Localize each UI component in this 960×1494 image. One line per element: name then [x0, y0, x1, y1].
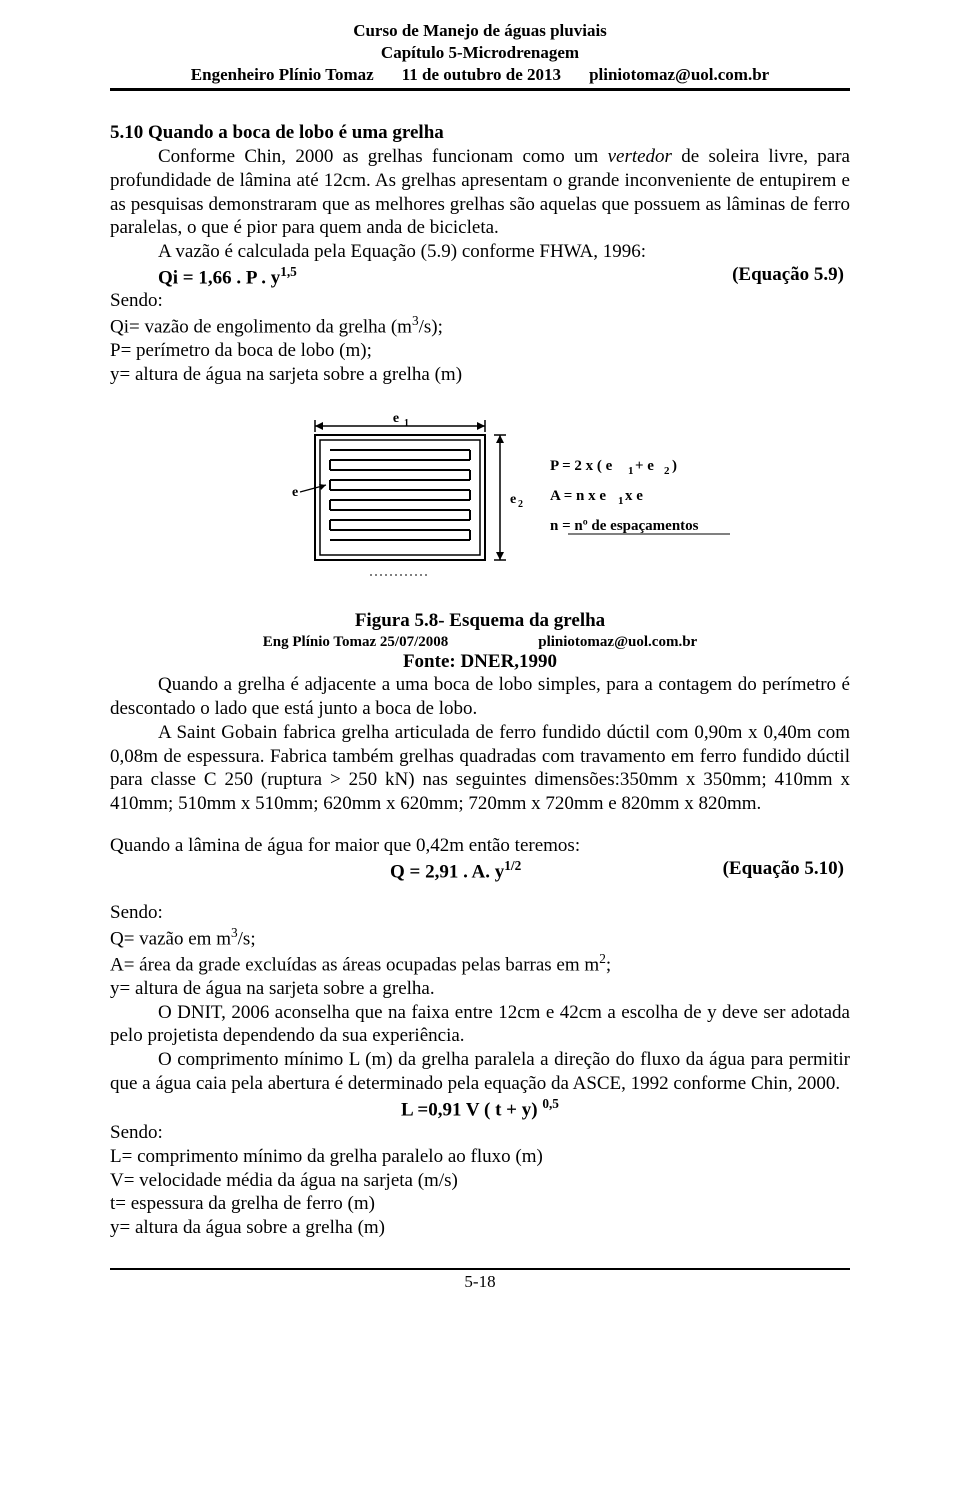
def-a: A= área da grade excluídas as áreas ocup… — [110, 951, 850, 977]
p1-part-a: Conforme Chin, 2000 as grelhas funcionam… — [158, 146, 608, 167]
def-y2: y= altura de água na sarjeta sobre a gre… — [110, 977, 850, 1001]
d5a: A= área da grade excluídas as áreas ocup… — [110, 954, 599, 975]
svg-text:2: 2 — [518, 499, 523, 510]
header-rule-bottom — [110, 90, 850, 91]
paragraph-4: A Saint Gobain fabrica grelha articulada… — [110, 721, 850, 816]
def-y: y= altura de água na sarjeta sobre a gre… — [110, 363, 850, 387]
d4a: Q= vazão em m — [110, 928, 231, 949]
svg-text:+ e: + e — [635, 458, 654, 474]
svg-text:e: e — [393, 411, 399, 426]
eq1-fill — [297, 264, 732, 289]
equation-5-9: Qi = 1,66 . P . y1,5 (Equação 5.9) — [110, 264, 850, 289]
figure-5-8: e 1 e 2 e P = 2 x ( e 1 + e 2 ) A = n x … — [110, 410, 850, 600]
paragraph-intro: Conforme Chin, 2000 as grelhas funcionam… — [110, 145, 850, 240]
eq1-sup: 1,5 — [280, 264, 297, 279]
section-title: 5.10 Quando a boca de lobo é uma grelha — [110, 121, 850, 145]
eq3-sup: 0,5 — [542, 1096, 559, 1111]
d4sup: 3 — [231, 925, 238, 940]
page-number: 5-18 — [110, 1272, 850, 1292]
paragraph-eq-intro: A vazão é calculada pela Equação (5.9) c… — [110, 240, 850, 264]
sendo-3: Sendo: — [110, 1121, 850, 1145]
d1b: /s); — [419, 316, 443, 337]
d5sup: 2 — [599, 951, 606, 966]
d1sup: 3 — [412, 313, 419, 328]
paragraph-7: O comprimento mínimo L (m) da grelha par… — [110, 1048, 850, 1096]
svg-text:e: e — [292, 485, 298, 500]
svg-text:): ) — [672, 458, 677, 474]
header-date: 11 de outubro de 2013 — [402, 64, 561, 86]
def-p: P= perímetro da boca de lobo (m); — [110, 339, 850, 363]
def-l: L= comprimento mínimo da grelha paralelo… — [110, 1145, 850, 1169]
fig-sub-left: Eng Plínio Tomaz 25/07/2008 — [263, 634, 448, 651]
eq2-left-pad — [110, 858, 390, 883]
sendo-1: Sendo: — [110, 289, 850, 313]
svg-text:A = n x e: A = n x e — [550, 488, 606, 504]
paragraph-3: Quando a grelha é adjacente a uma boca d… — [110, 673, 850, 721]
eq2-ref: (Equação 5.10) — [723, 858, 850, 883]
footer-rule — [110, 1268, 850, 1270]
figure-subcaption: Eng Plínio Tomaz 25/07/2008 pliniotomaz@… — [110, 634, 850, 651]
eq1-lhs: Qi = 1,66 . P . y1,5 — [110, 264, 297, 289]
svg-text:n = nº de espaçamentos: n = nº de espaçamentos — [550, 518, 699, 534]
figure-caption: Figura 5.8- Esquema da grelha — [110, 610, 850, 632]
svg-text:1: 1 — [404, 418, 409, 429]
d5b: ; — [606, 954, 611, 975]
paragraph-5: Quando a lâmina de água for maior que 0,… — [110, 834, 850, 858]
def-q: Q= vazão em m3/s; — [110, 925, 850, 951]
spacer-2 — [110, 883, 850, 901]
def-v: V= velocidade média da água na sarjeta (… — [110, 1169, 850, 1193]
svg-text:2: 2 — [664, 465, 670, 477]
eq2-sup: 1/2 — [504, 858, 521, 873]
p1-italic: vertedor — [608, 146, 672, 167]
svg-text:1: 1 — [628, 465, 634, 477]
d4b: /s; — [238, 928, 256, 949]
header-line-1: Curso de Manejo de águas pluviais — [110, 20, 850, 42]
eq1-ref: (Equação 5.9) — [732, 264, 850, 289]
svg-text:x e: x e — [625, 488, 643, 504]
svg-text:P = 2 x ( e: P = 2 x ( e — [550, 458, 613, 474]
header-line-3: Engenheiro Plínio Tomaz 11 de outubro de… — [110, 64, 850, 86]
equation-L: L =0,91 V ( t + y) 0,5 — [110, 1096, 850, 1121]
d1a: Qi= vazão de engolimento da grelha (m — [110, 316, 412, 337]
fig-sub-right: pliniotomaz@uol.com.br — [538, 634, 697, 651]
def-y3: y= altura da água sobre a grelha (m) — [110, 1216, 850, 1240]
figure-svg: e 1 e 2 e P = 2 x ( e 1 + e 2 ) A = n x … — [220, 410, 740, 600]
svg-text:e: e — [510, 492, 516, 507]
eq3-text: L =0,91 V ( t + y) — [401, 1099, 542, 1120]
header-line-2: Capítulo 5-Microdrenagem — [110, 42, 850, 64]
page: Curso de Manejo de águas pluviais Capítu… — [0, 0, 960, 1494]
header-author: Engenheiro Plínio Tomaz — [191, 64, 374, 86]
equation-5-10: Q = 2,91 . A. y1/2 (Equação 5.10) — [110, 858, 850, 883]
eq2-text: Q = 2,91 . A. y — [390, 861, 504, 882]
header-email: pliniotomaz@uol.com.br — [589, 64, 769, 86]
doc-header: Curso de Manejo de águas pluviais Capítu… — [110, 20, 850, 86]
eq1-text: Qi = 1,66 . P . y — [158, 267, 280, 288]
eq2-fill — [521, 858, 722, 883]
figure-source: Fonte: DNER,1990 — [110, 651, 850, 673]
def-t: t= espessura da grelha de ferro (m) — [110, 1192, 850, 1216]
svg-text:1: 1 — [618, 495, 624, 507]
paragraph-6: O DNIT, 2006 aconselha que na faixa entr… — [110, 1001, 850, 1049]
spacer — [110, 816, 850, 834]
def-qi: Qi= vazão de engolimento da grelha (m3/s… — [110, 313, 850, 339]
eq2-lhs: Q = 2,91 . A. y1/2 — [390, 858, 521, 883]
sendo-2: Sendo: — [110, 901, 850, 925]
